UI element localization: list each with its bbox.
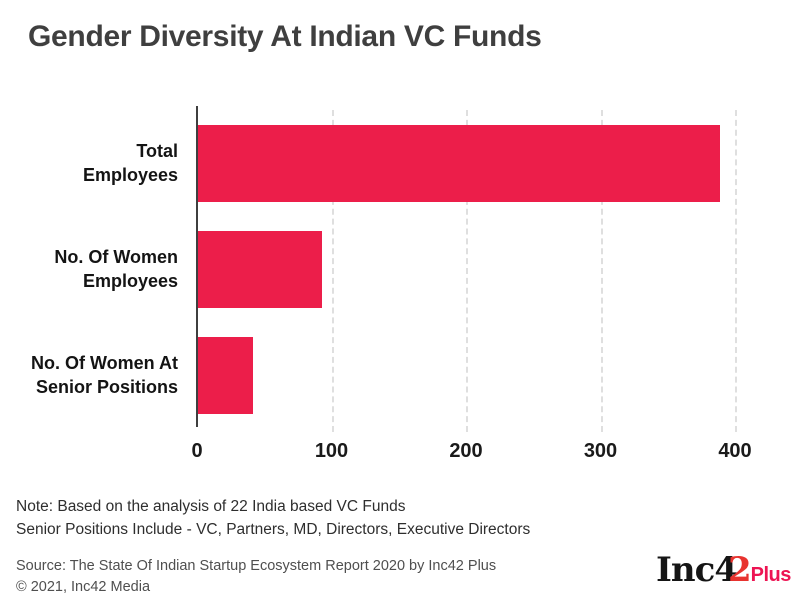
source-line: Source: The State Of Indian Startup Ecos… bbox=[16, 558, 497, 574]
category-label-total-employees: Total Employees bbox=[0, 139, 178, 187]
note-line-1: Note: Based on the analysis of 22 India … bbox=[16, 498, 406, 515]
logo-red-digit: 2 bbox=[727, 550, 752, 590]
bar-women-senior-positions bbox=[198, 337, 254, 414]
x-tick-300: 300 bbox=[583, 440, 618, 462]
category-label-line: No. Of Women bbox=[54, 247, 178, 267]
y-axis-line bbox=[196, 106, 198, 427]
category-label-line: No. Of Women At bbox=[31, 353, 178, 373]
category-label-line: Senior Positions bbox=[35, 377, 178, 397]
note-block: Note: Based on the analysis of 22 India … bbox=[16, 495, 530, 541]
inc42-plus-logo: Inc4 2 Plus bbox=[656, 550, 791, 590]
bar-total-employees bbox=[198, 125, 720, 202]
category-label-line: Employees bbox=[82, 165, 178, 185]
category-label-line: Total bbox=[136, 141, 178, 161]
note-line-2: Senior Positions Include - VC, Partners,… bbox=[16, 521, 531, 538]
bar-women-employees bbox=[198, 231, 322, 308]
chart-title: Gender Diversity At Indian VC Funds bbox=[28, 20, 542, 53]
source-block: Source: The State Of Indian Startup Ecos… bbox=[16, 556, 496, 598]
copyright-line: © 2021, Inc42 Media bbox=[16, 579, 151, 595]
category-label-women-employees: No. Of Women Employees bbox=[0, 245, 178, 293]
gridline-200 bbox=[466, 110, 468, 432]
x-tick-0: 0 bbox=[191, 440, 203, 462]
gridline-300 bbox=[600, 110, 603, 432]
x-tick-100: 100 bbox=[314, 440, 349, 462]
logo-plus-text: Plus bbox=[750, 564, 792, 586]
gridline-100 bbox=[331, 110, 334, 432]
logo-black-text: Inc4 bbox=[656, 550, 738, 590]
gridline-400 bbox=[735, 110, 737, 432]
category-label-line: Employees bbox=[82, 271, 178, 291]
x-tick-400: 400 bbox=[718, 440, 752, 462]
x-tick-200: 200 bbox=[449, 440, 483, 462]
category-label-women-senior-positions: No. Of Women At Senior Positions bbox=[0, 351, 178, 399]
